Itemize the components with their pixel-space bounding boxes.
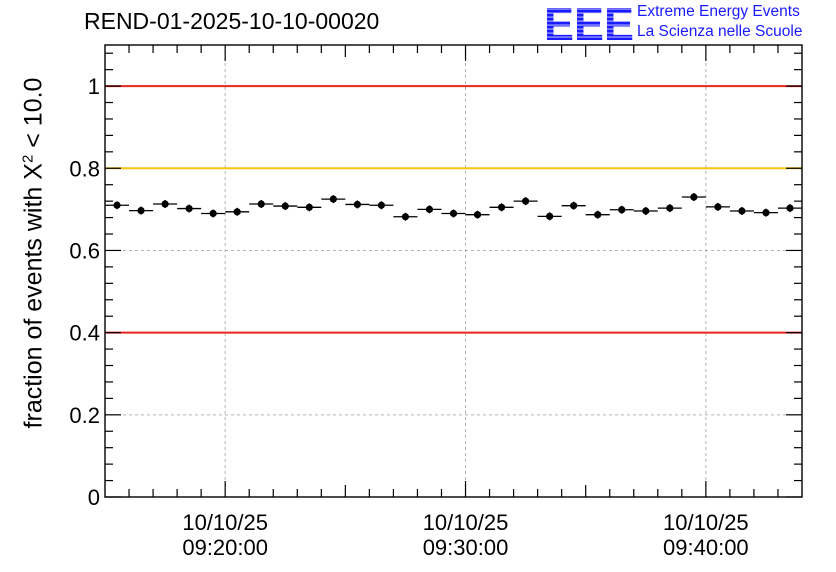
y-axis-label-main: fraction of events with X: [19, 163, 48, 429]
x-tick-label-time: 09:20:00: [182, 535, 268, 560]
data-marker: [257, 200, 265, 208]
data-point: [705, 202, 730, 211]
data-point: [393, 212, 418, 221]
logo-mark: EEE: [544, 2, 634, 44]
y-tick-label: 0.8: [69, 156, 100, 181]
data-point: [273, 202, 298, 211]
data-marker: [161, 200, 169, 208]
data-marker: [449, 209, 458, 218]
data-point: [489, 203, 514, 212]
x-tick-label-date: 10/10/25: [182, 510, 268, 535]
data-point: [657, 204, 682, 213]
data-marker: [642, 207, 650, 215]
data-point: [369, 201, 394, 210]
data-marker: [690, 193, 698, 201]
data-marker: [473, 211, 482, 219]
data-marker: [185, 204, 193, 213]
data-marker: [329, 195, 337, 203]
data-points: [105, 193, 802, 221]
data-point: [249, 200, 274, 209]
axis-ticks: [105, 45, 802, 498]
y-tick-label: 0.2: [69, 403, 100, 428]
data-marker: [305, 203, 313, 211]
grid-lines: [105, 45, 802, 497]
data-point: [537, 212, 562, 221]
logo-line-1: Extreme Energy Events: [637, 3, 800, 20]
data-marker: [425, 205, 434, 213]
data-marker: [233, 208, 241, 216]
data-marker: [762, 209, 770, 217]
y-axis-label-sup: 2: [19, 154, 37, 164]
data-point: [681, 193, 706, 202]
y-tick-label: 1: [88, 74, 100, 99]
x-tick-label-time: 09:30:00: [423, 535, 509, 560]
x-tick-label-date: 10/10/25: [663, 510, 749, 535]
plot-frame: [104, 44, 803, 498]
y-tick-label: 0: [88, 485, 100, 510]
data-marker: [546, 212, 554, 220]
data-point: [177, 204, 202, 213]
data-marker: [209, 209, 217, 218]
data-point: [417, 205, 442, 214]
data-point: [297, 203, 322, 212]
data-marker: [281, 202, 289, 210]
data-point: [777, 204, 802, 213]
data-marker: [594, 211, 602, 219]
eee-logo-icon: EEE: [544, 2, 634, 44]
data-marker: [497, 203, 506, 211]
data-point: [153, 200, 178, 209]
data-marker: [353, 200, 361, 209]
data-point: [465, 210, 490, 219]
logo-line-2: La Scienza nelle Scuole: [637, 23, 803, 40]
data-marker: [666, 204, 674, 212]
data-point: [561, 201, 586, 210]
data-marker: [377, 201, 385, 209]
data-marker: [618, 206, 626, 214]
data-point: [441, 209, 466, 218]
data-marker: [137, 206, 145, 215]
data-point: [345, 200, 370, 209]
data-point: [201, 209, 226, 218]
data-point: [753, 208, 778, 217]
data-point: [225, 207, 250, 216]
tick-labels: 00.20.40.60.8110/10/2509:20:0010/10/2509…: [69, 74, 748, 560]
data-point: [513, 197, 538, 206]
data-point: [105, 201, 130, 210]
data-marker: [522, 197, 530, 205]
logo-caption: Extreme Energy Events La Scienza nelle S…: [637, 2, 802, 42]
data-marker: [401, 213, 410, 221]
data-point: [129, 206, 154, 215]
data-marker: [786, 204, 794, 212]
y-axis-label-suffix: < 10.0: [19, 77, 48, 155]
chart-title: REND-01-2025-10-10-00020: [84, 8, 380, 34]
data-marker: [113, 201, 121, 209]
data-marker: [714, 203, 722, 211]
data-point: [321, 195, 346, 204]
data-marker: [570, 202, 578, 210]
data-point: [729, 207, 754, 216]
y-tick-label: 0.4: [69, 321, 100, 346]
y-tick-label: 0.6: [69, 238, 100, 263]
data-point: [585, 210, 610, 219]
x-tick-label-time: 09:40:00: [663, 535, 749, 560]
data-point: [633, 207, 658, 216]
reference-lines: [105, 85, 802, 334]
data-marker: [738, 207, 746, 215]
data-point: [609, 205, 634, 214]
x-tick-label-date: 10/10/25: [423, 510, 509, 535]
